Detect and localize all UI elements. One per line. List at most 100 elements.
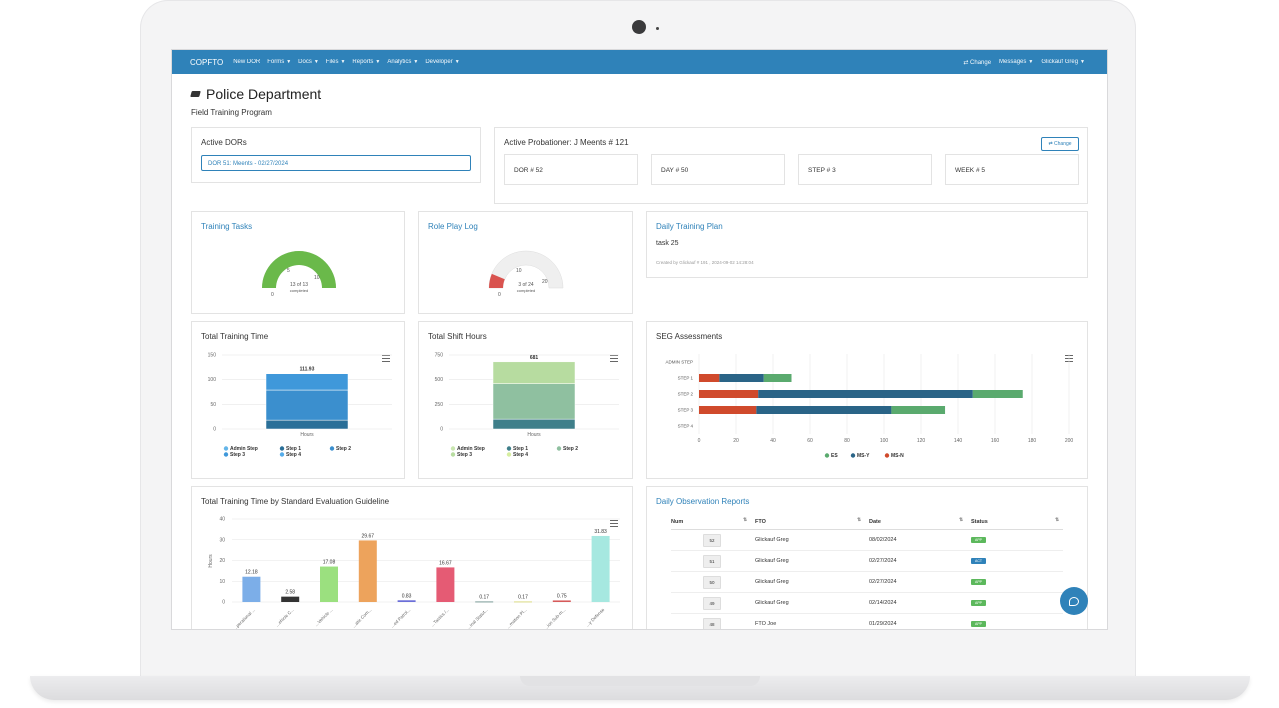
probationer-title: Active Probationer: J Meents # 121	[504, 138, 629, 147]
col-num-label: Num	[671, 519, 684, 525]
cell-num: 48	[671, 617, 755, 629]
active-dors-card: Active DORs DOR 51: Meents - 02/27/2024	[191, 127, 481, 183]
gauge-tick-max: 10	[314, 275, 320, 281]
daily-plan-link[interactable]: Daily Training Plan	[656, 222, 723, 231]
seg-assessments-title: SEG Assessments	[656, 332, 723, 341]
x-tick-label: 40	[770, 438, 776, 444]
x-tick-label: 200	[1065, 438, 1074, 444]
gauge-tick-max: 20	[542, 279, 548, 285]
nav-analytics[interactable]: Analytics ▼	[387, 59, 418, 65]
chart-menu-icon[interactable]	[382, 355, 390, 362]
brand-logo[interactable]: COPFTO	[190, 57, 224, 67]
col-fto[interactable]: FTO	[755, 519, 869, 525]
y-tick-label: 250	[435, 402, 444, 408]
chat-button[interactable]	[1060, 587, 1088, 615]
legend-swatch	[279, 452, 285, 457]
cell-status: APP	[971, 621, 1061, 627]
observations-link[interactable]: Daily Observation Reports	[656, 497, 750, 506]
sort-icon[interactable]: ⇅	[959, 517, 964, 523]
guideline-card: Total Training Time by Standard Evaluati…	[191, 486, 633, 629]
col-date-label: Date	[869, 519, 881, 525]
data-label: 0.17	[479, 595, 489, 601]
legend-swatch	[506, 446, 512, 451]
col-date[interactable]: Date	[869, 519, 971, 525]
nav-reports[interactable]: Reports ▼	[352, 59, 380, 65]
gauge-fill	[489, 273, 505, 288]
guideline-title: Total Training Time by Standard Evaluati…	[201, 497, 390, 506]
bar-segment	[699, 390, 759, 398]
cell-num: 52	[671, 533, 755, 547]
role-play-link[interactable]: Role Play Log	[428, 222, 478, 231]
legend-label: Step 2	[336, 446, 351, 452]
observations-table: Num FTO Date Status ⇅ ⇅ ⇅ ⇅ 52 Glickauf G…	[671, 515, 1063, 629]
bar	[358, 540, 377, 602]
cell-fto: Glickauf Greg	[755, 579, 789, 585]
y-tick-label: 0	[222, 600, 225, 606]
nav-new-dor[interactable]: New DOR	[233, 59, 261, 65]
caret-down-icon: ▼	[454, 59, 460, 65]
data-label: 12.18	[245, 570, 258, 576]
legend-label: Step 3	[457, 452, 472, 458]
page-title: Police Department	[190, 86, 321, 102]
y-tick-label: 150	[208, 353, 217, 359]
total-shift-hours-title: Total Shift Hours	[428, 332, 487, 341]
daily-plan-card: Daily Training Plan task 25 Created by G…	[646, 211, 1088, 278]
col-num[interactable]: Num	[671, 519, 755, 525]
legend-label: ES	[831, 453, 838, 459]
change-probationer-button[interactable]: ⇄ Change	[1041, 137, 1079, 151]
y-axis-label: Hours	[208, 554, 214, 568]
nav-change[interactable]: ⇄ Change	[963, 59, 992, 66]
y-tick-label: 0	[213, 427, 216, 433]
total-training-time-title: Total Training Time	[201, 332, 269, 341]
nav-forms[interactable]: Forms ▼	[267, 59, 291, 65]
gauge-track	[488, 250, 564, 289]
navbar: COPFTO New DOR Forms ▼ Docs ▼ Files ▼ Repor…	[172, 50, 1107, 74]
sort-icon[interactable]: ⇅	[857, 517, 862, 523]
nav-docs-label: Docs	[298, 59, 312, 65]
total-label: 681	[530, 355, 539, 361]
nav-messages-label: Messages	[999, 59, 1027, 65]
x-tick-label: 180	[1028, 438, 1037, 444]
nav-developer[interactable]: Developer ▼	[425, 59, 459, 65]
nav-docs[interactable]: Docs ▼	[298, 59, 319, 65]
chart-menu-icon[interactable]	[610, 520, 618, 527]
table-row[interactable]: 48 FTO Joe 01/29/2024 APP	[671, 614, 1063, 629]
caret-down-icon: ▼	[340, 59, 346, 65]
nav-files[interactable]: Files ▼	[326, 59, 346, 65]
sort-icon[interactable]: ⇅	[743, 517, 748, 523]
gauge-caption: 3 of 24	[518, 282, 534, 288]
legend-label: Step 4	[286, 452, 301, 458]
bar-segment	[699, 374, 720, 382]
laptop-notch	[520, 676, 760, 686]
training-tasks-link[interactable]: Training Tasks	[201, 222, 253, 231]
nav-user-menu[interactable]: Glickauf Greg ▼	[1041, 59, 1085, 65]
y-tick-label: STEP 3	[678, 408, 694, 413]
x-tick-label: ...atic Com...	[351, 607, 372, 628]
table-row[interactable]: 52 Glickauf Greg 08/02/2024 APP	[671, 530, 1063, 551]
table-row[interactable]: 51 Glickauf Greg 02/27/2024 ACT	[671, 551, 1063, 572]
chart-menu-icon[interactable]	[610, 355, 618, 362]
observations-card: Daily Observation Reports Num FTO Date S…	[646, 486, 1088, 629]
x-tick-label: 0	[698, 438, 701, 444]
training-tasks-card: Training Tasks 0 5 10 13 of 13 completed	[191, 211, 405, 314]
bar-segment	[763, 374, 792, 382]
cell-num: 50	[671, 575, 755, 589]
y-tick-label: 10	[219, 579, 225, 585]
dor-select[interactable]: DOR 51: Meents - 02/27/2024	[201, 155, 471, 171]
num-badge: 52	[703, 533, 721, 547]
nav-messages[interactable]: Messages ▼	[999, 59, 1033, 65]
total-label: 111.93	[300, 367, 315, 373]
seg-assessments-card: SEG Assessments 0 20 40 60 80 100 120 140 160 180…	[646, 321, 1088, 479]
table-row[interactable]: 49 Glickauf Greg 02/14/2024 APP	[671, 593, 1063, 614]
cell-fto: Glickauf Greg	[755, 600, 789, 606]
bar	[514, 601, 532, 603]
x-tick-label: ...ed Patrol...	[390, 607, 412, 629]
data-label: 0.75	[557, 593, 567, 599]
guideline-chart: 0 10 20 30 40 Hours 12.18 ...perational ... 2.58…	[208, 517, 620, 629]
legend-label: Step 4	[513, 452, 528, 458]
bar	[281, 596, 300, 602]
table-row[interactable]: 50 Glickauf Greg 02/27/2024 APP	[671, 572, 1063, 593]
sort-icon[interactable]: ⇅	[1055, 517, 1060, 523]
bar	[242, 576, 261, 602]
col-status[interactable]: Status	[971, 519, 1061, 525]
